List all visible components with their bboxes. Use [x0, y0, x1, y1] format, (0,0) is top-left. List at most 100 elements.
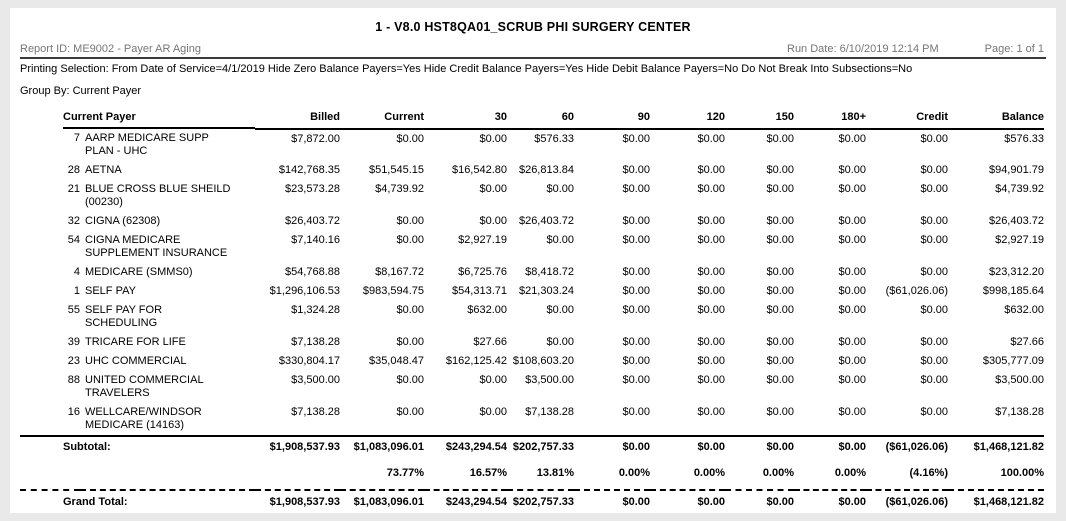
- table-header-row: Current Payer Billed Current 30 60 90 12…: [20, 108, 1045, 130]
- column-header-credit: Credit: [866, 108, 949, 130]
- amount-cell: $2,927.19: [995, 234, 1045, 246]
- payer-row: 54 CIGNA MEDICARE SUPPLEMENT INSURANCE $7,…: [20, 231, 1044, 263]
- amount-cell: $0.00: [697, 215, 726, 227]
- percent-cell: 0.00%: [618, 467, 651, 479]
- column-header-90: 90: [574, 108, 651, 130]
- amount-cell: $0.00: [766, 133, 795, 145]
- amount-cell: $0.00: [396, 406, 425, 418]
- payer-row: 88 UNITED COMMERCIAL TRAVELERS $3,500.00 $0…: [20, 371, 1044, 403]
- payer-row: 7 AARP MEDICARE SUPP PLAN - UHC $7,872.00 $…: [20, 129, 1044, 161]
- amount-cell: $8,418.72: [525, 266, 575, 278]
- percent-cell: 0.00%: [762, 467, 795, 479]
- amount-cell: $0.00: [396, 133, 425, 145]
- payer-id: 16: [67, 406, 80, 418]
- amount-cell: $0.00: [479, 133, 508, 145]
- page-number: Page: 1 of 1: [984, 43, 1044, 55]
- amount-cell: $0.00: [697, 304, 726, 316]
- amount-cell: $0.00: [838, 374, 867, 386]
- amount-cell: $0.00: [622, 406, 651, 418]
- amount-cell: $0.00: [920, 234, 949, 246]
- amount-cell: $26,403.72: [284, 215, 341, 227]
- amount-cell: $26,403.72: [518, 215, 575, 227]
- amount-cell: $0.00: [697, 234, 726, 246]
- amount-cell: $35,048.47: [368, 355, 425, 367]
- column-header-120: 120: [650, 108, 726, 130]
- amount-cell: $0.00: [838, 215, 867, 227]
- payer-row: 32 CIGNA (62308) $26,403.72 $0.00 $0.00 $26,4…: [20, 212, 1044, 231]
- payer-name: TRICARE FOR LIFE: [85, 336, 186, 348]
- payer-id: 88: [67, 374, 80, 386]
- amount-cell: $576.33: [1004, 133, 1045, 145]
- percent-cell: 100.00%: [1000, 467, 1045, 479]
- amount-cell: $0.00: [766, 215, 795, 227]
- amount-cell: $0.00: [920, 304, 949, 316]
- amount-cell: $632.00: [467, 304, 508, 316]
- amount-cell: $142,768.35: [278, 164, 341, 176]
- subtotal-row: Subtotal: $1,908,537.93 $1,083,096.01 $243,…: [20, 435, 1045, 457]
- payer-row: 4 MEDICARE (SMMS0) $54,768.88 $8,167.72 $6,7…: [20, 263, 1044, 282]
- amount-cell: $1,908,537.93: [255, 435, 341, 457]
- amount-cell: $7,140.16: [291, 234, 341, 246]
- amount-cell: $0.00: [396, 304, 425, 316]
- amount-cell: $0.00: [766, 164, 795, 176]
- amount-cell: $0.00: [697, 374, 726, 386]
- amount-cell: $0.00: [546, 234, 575, 246]
- amount-cell: $0.00: [697, 355, 726, 367]
- amount-cell: $0.00: [697, 183, 726, 195]
- amount-cell: $8,167.72: [375, 266, 425, 278]
- amount-cell: $16,542.80: [451, 164, 508, 176]
- percent-cell: 0.00%: [650, 512, 725, 521]
- amount-cell: $4,739.92: [375, 183, 425, 195]
- amount-cell: $6,725.76: [458, 266, 508, 278]
- payer-name: AETNA: [85, 164, 122, 176]
- column-header-current-payer: Current Payer: [20, 108, 256, 129]
- grand-total-row: Grand Total: $1,908,537.93 $1,083,096.01 $2…: [20, 489, 1045, 512]
- amount-cell: $0.00: [574, 489, 651, 512]
- amount-cell: $0.00: [622, 183, 651, 195]
- percent-cell: (4.16%): [866, 512, 948, 521]
- percent-cell: 0.00%: [693, 467, 726, 479]
- amount-cell: ($61,026.06): [866, 489, 949, 512]
- payer-id: 39: [67, 336, 80, 348]
- column-header-150: 150: [725, 108, 795, 130]
- amount-cell: $0.00: [838, 406, 867, 418]
- amount-cell: $0.00: [766, 355, 795, 367]
- amount-cell: $998,185.64: [982, 285, 1045, 297]
- amount-cell: $23,573.28: [284, 183, 341, 195]
- amount-cell: $983,594.75: [362, 285, 425, 297]
- payer-name: CIGNA (62308): [85, 215, 161, 227]
- amount-cell: ($61,026.06): [885, 285, 949, 297]
- amount-cell: $0.00: [766, 304, 795, 316]
- payer-name: SELF PAY: [85, 285, 136, 297]
- amount-cell: $0.00: [838, 183, 867, 195]
- amount-cell: $0.00: [697, 133, 726, 145]
- column-header-60: 60: [507, 108, 575, 130]
- payer-name: BLUE CROSS BLUE SHEILD (00230): [85, 183, 231, 208]
- amount-cell: $0.00: [622, 355, 651, 367]
- amount-cell: $0.00: [622, 266, 651, 278]
- amount-cell: $0.00: [920, 355, 949, 367]
- percent-cell: 0.00%: [834, 467, 867, 479]
- subtotal-row-percent-row: 73.77% 16.57% 13.81% 0.00% 0.00% 0.00% 0.00% (4…: [20, 457, 1044, 490]
- amount-cell: $1,296,106.53: [269, 285, 341, 297]
- payer-id: 54: [67, 234, 80, 246]
- payer-name: CIGNA MEDICARE SUPPLEMENT INSURANCE: [85, 234, 228, 259]
- amount-cell: $0.00: [622, 336, 651, 348]
- amount-cell: $0.00: [766, 406, 795, 418]
- percent-cell: 13.81%: [536, 467, 575, 479]
- amount-cell: $632.00: [1004, 304, 1045, 316]
- amount-cell: $0.00: [650, 489, 726, 512]
- amount-cell: $0.00: [546, 304, 575, 316]
- amount-cell: $7,138.28: [995, 406, 1045, 418]
- amount-cell: $2,927.19: [458, 234, 508, 246]
- amount-cell: $0.00: [479, 406, 508, 418]
- percent-cell: 0.00%: [794, 512, 866, 521]
- amount-cell: $1,908,537.93: [255, 489, 341, 512]
- amount-cell: $0.00: [920, 183, 949, 195]
- amount-cell: $0.00: [766, 266, 795, 278]
- payer-name: WELLCARE/WINDSOR MEDICARE (14163): [85, 406, 202, 431]
- payer-id: 21: [67, 183, 80, 195]
- amount-cell: $0.00: [766, 336, 795, 348]
- column-header-30: 30: [424, 108, 508, 130]
